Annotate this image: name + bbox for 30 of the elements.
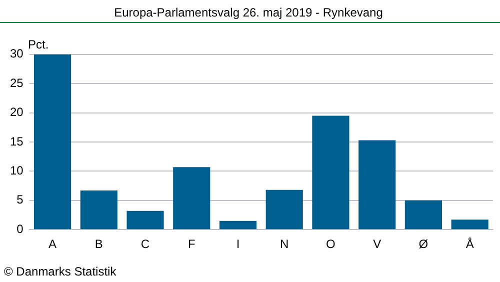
y-tick-label: 15 bbox=[10, 134, 24, 148]
bar bbox=[404, 200, 442, 230]
y-tick-label: 25 bbox=[10, 76, 24, 90]
x-tick-label: O bbox=[326, 237, 336, 252]
y-tick-label: 30 bbox=[10, 46, 24, 61]
x-tick-label: V bbox=[373, 237, 382, 252]
x-tick-label: A bbox=[48, 237, 57, 252]
y-axis-title: Pct. bbox=[28, 38, 49, 52]
chart-title: Europa-Parlamentsvalg 26. maj 2019 - Rynkevang bbox=[114, 6, 383, 20]
y-tick-label: 10 bbox=[10, 164, 24, 178]
x-tick-label: N bbox=[280, 237, 289, 252]
x-tick-label: Ø bbox=[418, 237, 428, 252]
bar bbox=[34, 54, 72, 230]
x-tick-label: F bbox=[188, 237, 196, 252]
bar bbox=[219, 220, 257, 230]
y-tick-label: 5 bbox=[16, 192, 24, 207]
bar bbox=[266, 190, 303, 230]
x-tick-label: B bbox=[94, 237, 103, 252]
x-tick-label: I bbox=[236, 237, 240, 252]
y-tick-label: 20 bbox=[10, 105, 24, 120]
bar bbox=[126, 210, 164, 230]
bar bbox=[173, 167, 210, 230]
bar bbox=[451, 220, 488, 230]
bar bbox=[312, 116, 350, 230]
x-tick-label: C bbox=[140, 237, 150, 252]
bar bbox=[358, 140, 396, 230]
x-tick-label: Å bbox=[466, 237, 474, 252]
text: © Danmarks Statistik bbox=[4, 264, 118, 278]
bar bbox=[80, 190, 118, 230]
y-tick-label: 0 bbox=[16, 222, 24, 236]
